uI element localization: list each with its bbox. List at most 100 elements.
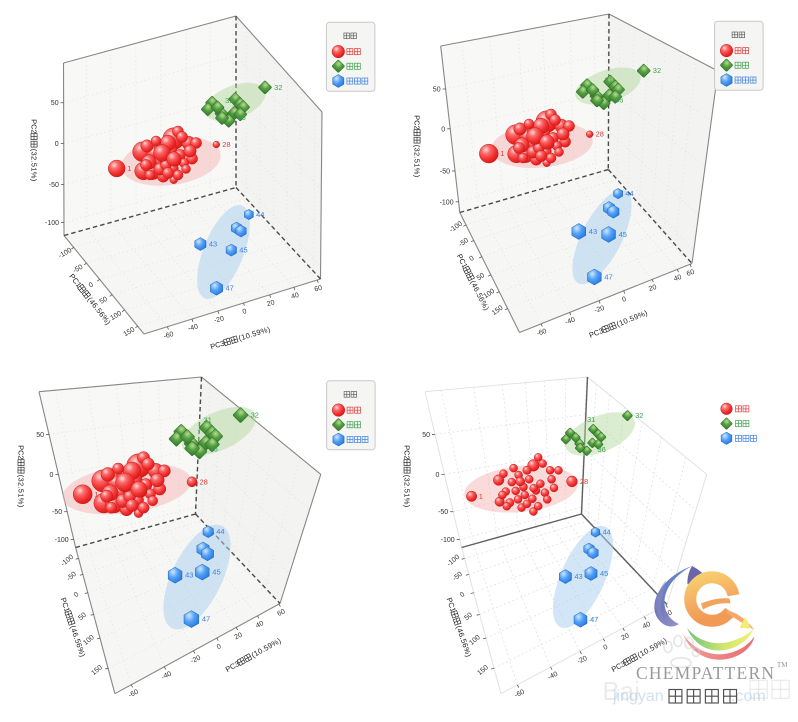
svg-text:(10.59%): (10.59%) <box>250 636 283 660</box>
svg-text:31: 31 <box>587 415 595 424</box>
svg-text:20: 20 <box>266 299 275 308</box>
svg-text:1: 1 <box>94 490 98 499</box>
svg-text:28: 28 <box>580 477 588 486</box>
svg-text:31: 31 <box>225 96 233 105</box>
svg-text:0: 0 <box>216 643 223 651</box>
svg-text:-60: -60 <box>127 689 139 700</box>
svg-text:31: 31 <box>605 76 613 85</box>
svg-text:0: 0 <box>49 472 53 479</box>
svg-text:45: 45 <box>239 246 247 255</box>
svg-text:28: 28 <box>200 477 208 486</box>
svg-text:32: 32 <box>653 66 661 75</box>
svg-text:50: 50 <box>463 612 474 622</box>
svg-text:CHEMPATTERN: CHEMPATTERN <box>636 663 774 683</box>
svg-text:32: 32 <box>635 411 643 420</box>
svg-text:.com: .com <box>731 688 766 705</box>
svg-text:(32.51%): (32.51%) <box>402 475 411 508</box>
svg-text:0: 0 <box>468 255 475 263</box>
svg-text:32: 32 <box>251 411 259 420</box>
svg-text:-20: -20 <box>190 655 202 666</box>
svg-text:0: 0 <box>242 308 248 316</box>
svg-text:150: 150 <box>476 664 490 677</box>
svg-text:-50: -50 <box>452 571 464 583</box>
svg-text:44: 44 <box>216 527 224 536</box>
svg-text:-50: -50 <box>49 182 59 189</box>
svg-text:-40: -40 <box>564 317 576 327</box>
svg-text:43: 43 <box>589 227 597 236</box>
svg-text:0: 0 <box>73 591 81 599</box>
svg-text:(10.59%): (10.59%) <box>615 308 649 329</box>
svg-text:45: 45 <box>212 568 220 577</box>
svg-text:-100: -100 <box>55 537 69 544</box>
svg-text:-40: -40 <box>187 323 199 332</box>
svg-text:-50: -50 <box>66 571 78 583</box>
svg-text:jingyan: jingyan <box>612 688 664 705</box>
svg-text:28: 28 <box>596 130 604 139</box>
svg-text:150: 150 <box>491 304 505 316</box>
svg-text:-50: -50 <box>458 237 470 249</box>
svg-text:47: 47 <box>590 615 598 624</box>
svg-text:(32.51%): (32.51%) <box>29 149 38 182</box>
svg-text:-40: -40 <box>161 670 173 681</box>
svg-text:PC2: PC2 <box>16 445 25 460</box>
svg-text:PC1: PC1 <box>67 272 83 289</box>
svg-text:PC2: PC2 <box>402 445 411 460</box>
svg-text:50: 50 <box>36 432 44 439</box>
svg-text:-100: -100 <box>448 220 464 234</box>
svg-text:60: 60 <box>276 608 286 618</box>
svg-text:36: 36 <box>615 96 623 105</box>
svg-text:20: 20 <box>234 632 244 642</box>
svg-text:0: 0 <box>88 281 95 289</box>
svg-text:PC3: PC3 <box>209 339 226 352</box>
svg-text:PC2: PC2 <box>412 115 421 130</box>
svg-text:40: 40 <box>255 620 265 630</box>
svg-text:1: 1 <box>127 164 131 173</box>
svg-text:45: 45 <box>600 569 608 578</box>
svg-text:32: 32 <box>274 83 282 92</box>
svg-text:-50: -50 <box>438 509 448 516</box>
svg-text:-100: -100 <box>446 554 461 568</box>
svg-text:20: 20 <box>620 632 630 642</box>
svg-text:-20: -20 <box>213 315 225 324</box>
svg-text:50: 50 <box>99 296 109 306</box>
svg-text:50: 50 <box>77 612 88 622</box>
svg-text:0: 0 <box>441 126 445 133</box>
svg-text:44: 44 <box>256 210 264 219</box>
svg-text:Bai: Bai <box>602 676 640 706</box>
svg-text:(32.51%): (32.51%) <box>412 145 421 178</box>
svg-text:40: 40 <box>673 274 683 283</box>
svg-text:36: 36 <box>238 113 246 122</box>
svg-text:-100: -100 <box>45 220 59 227</box>
svg-text:-100: -100 <box>441 537 455 544</box>
svg-text:-50: -50 <box>72 264 84 275</box>
svg-text:40: 40 <box>642 621 652 631</box>
svg-text:43: 43 <box>574 572 582 581</box>
svg-text:43: 43 <box>185 571 193 580</box>
svg-text:-50: -50 <box>440 169 450 176</box>
svg-text:36: 36 <box>210 445 218 454</box>
svg-text:1: 1 <box>500 149 504 158</box>
svg-text:47: 47 <box>202 615 210 624</box>
svg-text:60: 60 <box>314 285 323 294</box>
svg-text:100: 100 <box>109 310 123 322</box>
svg-text:150: 150 <box>90 664 104 677</box>
svg-text:PC3: PC3 <box>610 659 627 674</box>
svg-text:(10.59%): (10.59%) <box>237 325 271 343</box>
svg-text:47: 47 <box>604 273 612 282</box>
svg-text:60: 60 <box>686 269 696 278</box>
svg-text:-100: -100 <box>58 247 74 260</box>
svg-text:PC1: PC1 <box>59 596 72 613</box>
svg-text:-20: -20 <box>576 655 588 666</box>
svg-text:PC1: PC1 <box>445 596 458 613</box>
svg-text:150: 150 <box>123 326 137 338</box>
svg-text:-40: -40 <box>547 671 559 682</box>
svg-text:47: 47 <box>226 284 234 293</box>
svg-text:50: 50 <box>422 432 430 439</box>
svg-text:0: 0 <box>435 472 439 479</box>
svg-text:(32.51%): (32.51%) <box>16 475 25 508</box>
svg-text:0: 0 <box>459 591 467 599</box>
svg-text:-60: -60 <box>163 331 175 340</box>
svg-text:28: 28 <box>222 140 230 149</box>
svg-text:1: 1 <box>479 492 483 501</box>
svg-text:36: 36 <box>598 445 606 454</box>
